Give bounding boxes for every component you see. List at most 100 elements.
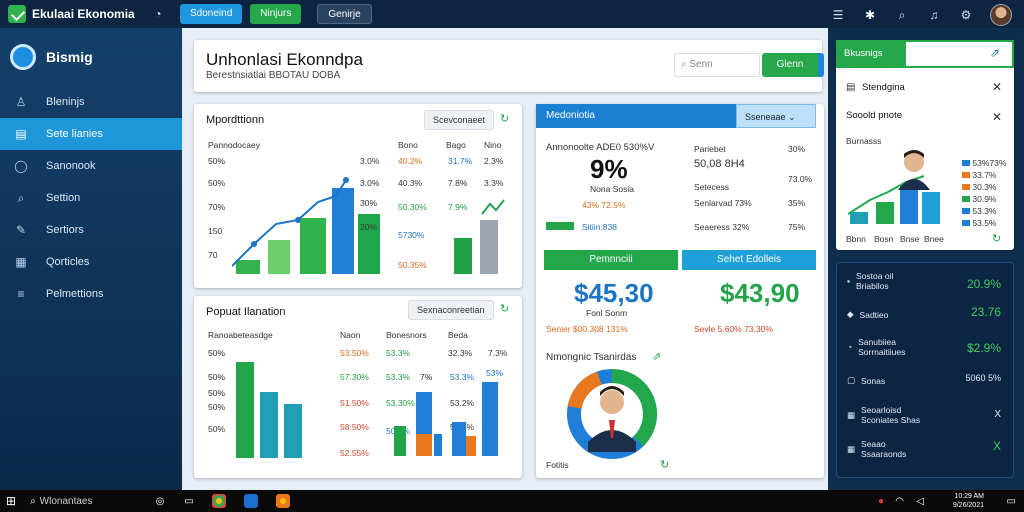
- browser-icon[interactable]: [275, 494, 290, 508]
- topbar-button-3[interactable]: Genirje: [317, 4, 372, 24]
- sidebar-item-2[interactable]: ▤ Sete lianies: [0, 118, 182, 150]
- user-avatar[interactable]: [990, 4, 1012, 26]
- bar: [236, 362, 254, 458]
- cell: 53.3%: [386, 372, 411, 382]
- col-head: Bonesnors: [386, 330, 427, 340]
- legend-swatch: [962, 172, 970, 178]
- legend-swatch: [962, 220, 970, 226]
- bell-icon[interactable]: ♫: [929, 8, 939, 22]
- cell: 7.3%: [488, 348, 508, 358]
- dark-row-label: Sanubiiea Sorrnaitiiues: [858, 337, 906, 357]
- cell: 50.30%: [398, 202, 427, 212]
- go-button[interactable]: Glenn: [762, 53, 824, 77]
- topbar-button-1[interactable]: Sdoneind: [180, 4, 243, 24]
- search-icon: ⌕: [17, 190, 25, 205]
- page-title: Unhonlasi Ekonndpa: [206, 50, 363, 69]
- right-card-row[interactable]: Stendgina: [862, 82, 905, 93]
- cell: 53.50%: [340, 348, 369, 358]
- app-title: Ekulaai Ekonomia: [32, 7, 135, 21]
- taskbar-search[interactable]: Wlonantaes: [39, 495, 93, 507]
- app-logo[interactable]: Ekulaai Ekonomia: [8, 5, 150, 23]
- sidebar-item-3[interactable]: ◯ Sanonook: [0, 150, 182, 182]
- legend-swatch: [962, 160, 970, 166]
- right-card-row[interactable]: Sooold pnote: [846, 110, 902, 121]
- cell: 7%: [420, 372, 433, 382]
- close-icon[interactable]: ✕: [992, 80, 1003, 94]
- dark-row-val: 20.9%: [966, 277, 1001, 291]
- volume-icon[interactable]: ◁: [916, 495, 924, 507]
- cell: 53.3%: [386, 348, 411, 358]
- header-card: Unhonlasi Ekonndpa Berestnsiatlai BBOTAU…: [194, 40, 824, 92]
- dark-row-val[interactable]: X: [992, 439, 1001, 453]
- sidebar-item-4[interactable]: ⌕ Settion: [0, 182, 182, 214]
- blue-strip: Sehet Edolleis: [682, 250, 816, 270]
- notification-icon[interactable]: ✱: [864, 8, 876, 22]
- bar: [454, 238, 472, 274]
- refresh-icon[interactable]: ↻: [500, 113, 510, 125]
- mic-icon[interactable]: ◎: [155, 495, 165, 507]
- menu-icon[interactable]: ☰: [832, 8, 844, 22]
- windows-icon[interactable]: ⊞: [6, 494, 17, 508]
- refresh-icon[interactable]: ↻: [660, 459, 670, 471]
- dark-row-label: Sadtieo: [859, 309, 889, 320]
- center-line1: Annonoolte ADE0 530%V: [546, 142, 655, 153]
- bar: [466, 436, 476, 456]
- sidebar-item-7[interactable]: ≡ Pelmettions: [0, 278, 182, 310]
- link-icon[interactable]: ⇗: [990, 46, 1001, 60]
- search-icon[interactable]: ⌕: [30, 495, 36, 507]
- sidebar-item-label: Pelmettions: [46, 288, 104, 300]
- refresh-icon[interactable]: ↻: [992, 233, 1002, 245]
- close-icon[interactable]: ✕: [992, 110, 1003, 124]
- search-input[interactable]: ⌕ Senn: [674, 53, 760, 77]
- legend-label: 53%73%: [972, 158, 1007, 168]
- bar: [480, 220, 498, 274]
- notification-center-icon[interactable]: ▭: [1006, 495, 1016, 507]
- sidebar-item-6[interactable]: ▦ Qorticles: [0, 246, 182, 278]
- axis-label: Bnse: [900, 234, 920, 244]
- pen-icon: ✎: [15, 223, 27, 237]
- dark-row-label: Seaao Ssaaraonds: [861, 439, 907, 459]
- bar: [546, 222, 574, 230]
- task-view-icon[interactable]: ▭: [184, 495, 194, 507]
- spark-line: [481, 199, 505, 215]
- card2-filter[interactable]: Sexnaconreetian: [408, 300, 494, 320]
- cell: 2.3%: [484, 156, 504, 166]
- bar: [358, 214, 380, 274]
- topbar-button-2[interactable]: Ninjurs: [250, 4, 302, 24]
- tray-clock[interactable]: 10:29 AM 9/26/2021: [952, 493, 984, 509]
- brand-icon: [10, 44, 36, 70]
- bottom-title: Nmongnic Tsanirdas: [546, 352, 637, 363]
- sidebar-item-1[interactable]: ♙ Bleninjs: [0, 86, 182, 118]
- bar: [284, 404, 302, 458]
- bar: [434, 434, 442, 456]
- col-head: Bono: [398, 140, 418, 150]
- under-right-values: Sevle 5.60% 73.30%: [694, 324, 773, 334]
- right-row-label: Setecess: [694, 182, 729, 192]
- cell: 32.3%: [448, 348, 473, 358]
- sidebar-item-5[interactable]: ✎ Sertiors: [0, 214, 182, 246]
- search-icon[interactable]: ⌕: [898, 7, 906, 22]
- top-bar: Ekulaai Ekonomia ◔ Sdoneind Ninjurs Geni…: [0, 0, 1024, 28]
- cell: 5730%: [398, 230, 425, 240]
- right-card-input[interactable]: [906, 40, 1014, 68]
- sidebar-brand[interactable]: Bismig: [0, 28, 182, 80]
- right-row-label: Seaeress 32%: [694, 222, 750, 232]
- settings-icon[interactable]: ⚙: [960, 8, 972, 22]
- bar: [260, 392, 278, 458]
- right-row-val: 35%: [788, 198, 806, 208]
- antivirus-icon[interactable]: ●: [877, 495, 884, 507]
- center-dropdown[interactable]: Sseneaae ⌄: [736, 104, 816, 128]
- card1-title: Mpordttionn: [206, 114, 265, 126]
- center-head: Medoniotia: [536, 104, 736, 128]
- app-icon[interactable]: [243, 494, 258, 508]
- network-icon[interactable]: ◠: [895, 495, 904, 507]
- clock-icon[interactable]: ◔: [154, 7, 162, 21]
- y-label: 70%: [208, 202, 226, 212]
- chrome-icon[interactable]: [211, 494, 226, 508]
- card2-col-head: Ranoabeteasdge: [208, 330, 273, 340]
- dark-row-val[interactable]: X: [994, 409, 1001, 420]
- refresh-icon[interactable]: ↻: [500, 303, 510, 315]
- card1-filter[interactable]: Scevconaeet: [424, 110, 495, 130]
- col-head: Bago: [446, 140, 466, 150]
- legend-label: 53.5%: [972, 218, 997, 228]
